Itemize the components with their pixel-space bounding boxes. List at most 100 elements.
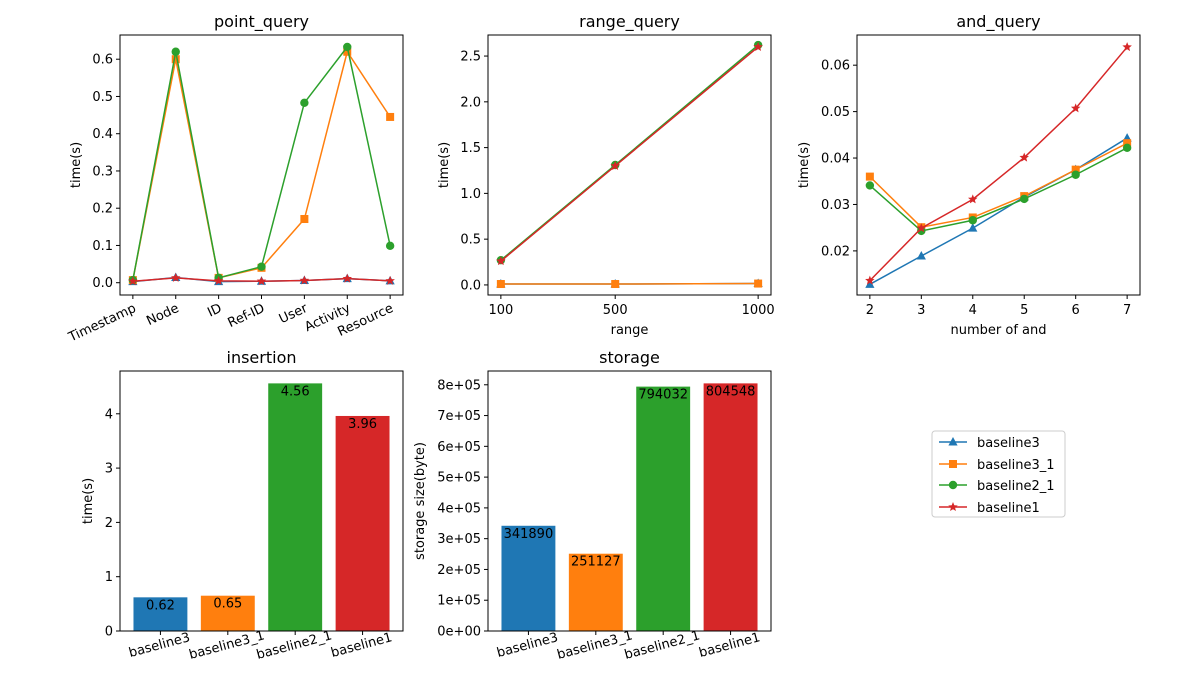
y-axis-label: time(s) (437, 142, 452, 188)
series-line (869, 147, 1128, 232)
data-point (916, 223, 927, 233)
y-tick-label: 0.5 (92, 90, 113, 105)
star-marker (948, 502, 958, 512)
legend-box (931, 430, 1066, 518)
x-axis-label: number of and (951, 323, 1047, 338)
y-tick-label: 2.0 (460, 95, 481, 110)
data-point (299, 275, 310, 285)
data-point (1122, 42, 1132, 52)
data-label: 4.56 (281, 384, 310, 399)
x-tick-label: 6 (1072, 303, 1080, 318)
data-point (917, 226, 926, 236)
data-point (1123, 139, 1132, 148)
data-point (385, 275, 395, 285)
data-point (1019, 152, 1029, 162)
chart-title: and_query (956, 12, 1040, 32)
x-tick-label: 1000 (742, 303, 775, 318)
data-point (753, 41, 763, 51)
data-label: 341890 (504, 527, 554, 542)
plot-frame (856, 34, 1141, 296)
data-point (300, 98, 309, 107)
y-tick-label: 0.04 (821, 152, 850, 167)
data-point (1070, 103, 1081, 113)
range-query-chart: range_query time(s) range 0.0 0.5 1.0 1.5 2.… (437, 12, 775, 338)
data-point (343, 47, 352, 56)
x-tick-label: 100 (488, 303, 513, 318)
data-point (386, 112, 395, 121)
legend-entry-baseline3: baseline3 (939, 436, 1040, 451)
series-line (869, 142, 1128, 229)
y-tick-label: 0.0 (460, 278, 481, 293)
square-marker (949, 460, 957, 468)
y-tick-label: 0.2 (92, 202, 113, 217)
y-axis-label: time(s) (81, 478, 96, 524)
data-point (171, 55, 180, 64)
x-tick-label: 2 (866, 303, 874, 318)
y-axis-label: time(s) (797, 142, 812, 188)
data-point (968, 194, 978, 204)
data-point (496, 280, 505, 289)
x-tick-label: 4 (969, 303, 977, 318)
data-point (342, 273, 353, 283)
legend-entry-baseline2_1: baseline2_1 (939, 479, 1055, 494)
y-tick-label: 0.4 (92, 127, 113, 142)
data-point (968, 216, 977, 225)
storage-chart: storage storage size(byte) 0e+00 1e+05 2e+… (413, 348, 772, 663)
series-line (869, 137, 1128, 285)
data-point (171, 47, 180, 56)
data-point (1020, 194, 1029, 204)
series-line (869, 46, 1128, 282)
and-query-chart: and_query time(s) number of and 0.02 0.03… (797, 12, 1141, 338)
y-tick-label: 3 (105, 462, 113, 477)
chart-title: point_query (214, 12, 309, 32)
chart-title: insertion (227, 348, 297, 367)
x-tick-label: 500 (603, 303, 628, 318)
series-baseline3_1 (496, 279, 763, 289)
square-marker-icon (949, 460, 957, 468)
data-point (213, 275, 224, 285)
y-tick-label: 1.5 (460, 141, 481, 156)
data-point (968, 223, 978, 232)
series-baseline1 (128, 272, 395, 286)
y-tick-label: 8e+05 (437, 378, 481, 393)
y-tick-label: 5e+05 (437, 471, 481, 486)
legend-label: baseline1 (977, 501, 1040, 516)
data-label: 0.62 (146, 598, 175, 613)
bar-baseline2_1 (268, 383, 323, 631)
legend-label: baseline3_1 (977, 458, 1055, 473)
y-tick-label: 0.05 (821, 105, 850, 120)
plot-frame (487, 370, 772, 632)
y-tick-label: 0.5 (460, 233, 481, 248)
legend-label: baseline2_1 (977, 479, 1055, 494)
y-tick-label: 0.0 (92, 276, 113, 291)
bar-baseline3 (501, 525, 556, 631)
data-point (1071, 165, 1080, 174)
series-baseline1 (865, 42, 1132, 285)
y-tick-label: 1.0 (460, 187, 481, 202)
circle-marker (948, 480, 958, 490)
star-marker-icon (948, 502, 958, 512)
y-tick-label: 0.06 (821, 59, 850, 74)
y-tick-label: 4e+05 (437, 501, 481, 516)
y-tick-label: 0.6 (92, 53, 113, 68)
y-axis-label: time(s) (69, 142, 84, 188)
legend-entry-baseline3_1: baseline3_1 (939, 458, 1055, 473)
y-tick-label: 2e+05 (437, 563, 481, 578)
circle-marker-icon (948, 480, 958, 490)
data-point (611, 280, 620, 289)
data-point (865, 275, 875, 285)
data-point (343, 42, 352, 52)
x-tick-label: 3 (917, 303, 925, 318)
y-tick-label: 6e+05 (437, 440, 481, 455)
data-point (170, 272, 181, 282)
bar-baseline3_1 (200, 595, 255, 631)
triangle-marker (948, 437, 958, 446)
plot-frame (487, 34, 772, 296)
chart-title: range_query (579, 12, 680, 32)
data-point (1122, 143, 1132, 153)
data-label: 251127 (571, 555, 621, 570)
y-tick-label: 2.5 (460, 50, 481, 65)
y-tick-label: 0.3 (92, 164, 113, 179)
data-point (496, 256, 506, 266)
